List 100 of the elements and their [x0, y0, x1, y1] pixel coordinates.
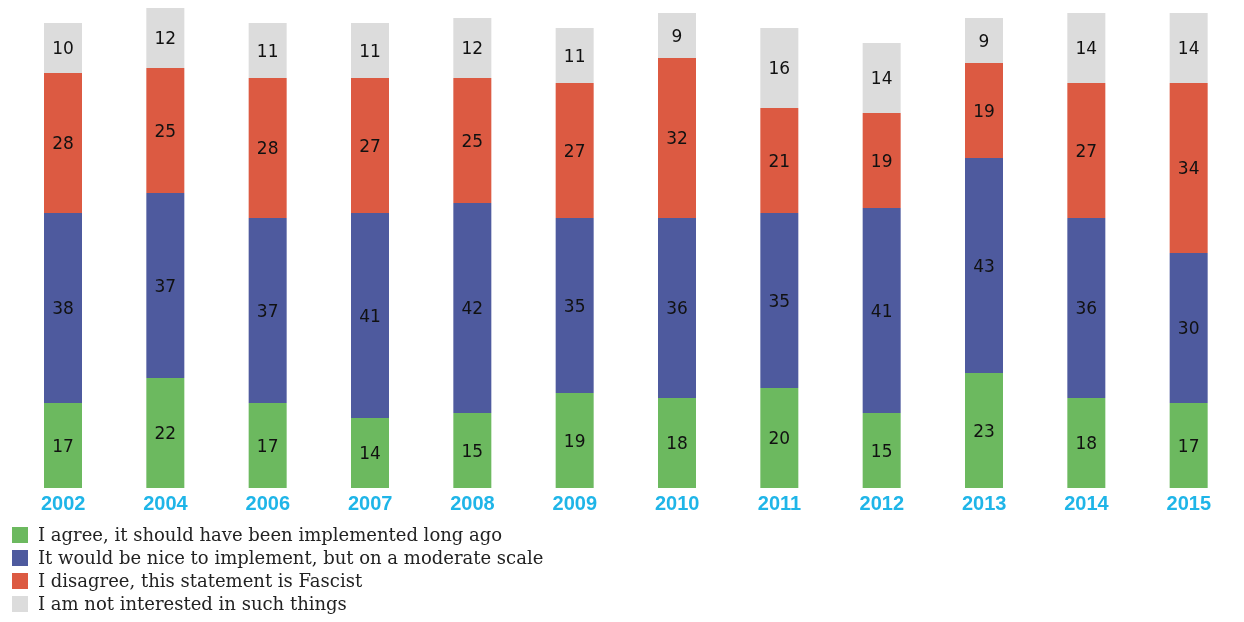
bar	[965, 63, 1003, 158]
bar	[146, 378, 185, 488]
data-label: 15	[870, 440, 893, 461]
bar	[862, 208, 901, 413]
bar	[351, 23, 389, 78]
bar	[760, 388, 799, 488]
data-label: 21	[768, 150, 791, 171]
data-label: 17	[52, 435, 74, 456]
bar	[1169, 403, 1208, 488]
legend-label: It would be nice to implement, but on a moderate scale	[38, 547, 544, 568]
data-label: 32	[666, 128, 688, 149]
data-label: 14	[1177, 38, 1200, 59]
bar	[760, 28, 799, 108]
data-label: 35	[563, 295, 586, 316]
bar	[248, 23, 287, 78]
bar	[146, 68, 185, 193]
bar	[351, 78, 389, 213]
data-label: 22	[154, 423, 177, 444]
bar	[760, 213, 799, 388]
bar	[44, 403, 82, 488]
bar	[760, 108, 799, 213]
data-label: 42	[461, 298, 484, 319]
x-tick-label: 2014	[1064, 492, 1110, 515]
bar	[1067, 83, 1106, 218]
x-tick-label: 2012	[859, 492, 905, 515]
data-label: 37	[154, 275, 177, 296]
data-label: 18	[666, 433, 688, 454]
bar	[453, 78, 492, 203]
data-label: 16	[768, 58, 791, 79]
x-tick-label: 2002	[40, 492, 86, 515]
bar	[1169, 13, 1208, 83]
x-tick-label: 2009	[552, 492, 598, 515]
data-label: 19	[563, 430, 586, 451]
bar	[351, 418, 389, 488]
data-label: 11	[563, 45, 586, 66]
bar	[248, 78, 287, 218]
data-label: 19	[973, 100, 995, 121]
data-label: 36	[1075, 298, 1098, 319]
data-label: 34	[1177, 158, 1200, 179]
bar	[862, 413, 901, 488]
bar	[1169, 253, 1208, 403]
data-label: 18	[1075, 433, 1098, 454]
x-tick-label: 2007	[347, 492, 393, 515]
bar	[248, 403, 287, 488]
bar	[965, 373, 1003, 488]
bar	[862, 43, 901, 113]
bar	[453, 203, 492, 413]
x-tick-label: 2011	[757, 492, 802, 515]
data-label: 17	[1177, 435, 1200, 456]
data-label: 27	[563, 140, 586, 161]
x-tick-label: 2004	[143, 492, 189, 515]
data-label: 28	[52, 133, 74, 154]
data-label: 30	[1177, 318, 1200, 339]
bar	[555, 218, 594, 393]
bar	[146, 193, 185, 378]
bar	[658, 218, 696, 398]
bar	[1067, 398, 1106, 488]
data-label: 10	[52, 38, 74, 59]
bar	[44, 73, 82, 213]
bar	[658, 13, 696, 58]
data-label: 41	[870, 300, 893, 321]
bar	[248, 218, 287, 403]
data-label: 41	[359, 305, 381, 326]
data-label: 11	[359, 40, 381, 61]
bar	[1169, 83, 1208, 253]
data-label: 17	[256, 435, 279, 456]
bar	[658, 398, 696, 488]
x-tick-label: 2008	[450, 492, 495, 515]
data-label: 14	[359, 443, 381, 464]
data-label: 14	[1075, 38, 1098, 59]
bar	[1067, 13, 1106, 83]
data-label: 25	[154, 120, 177, 141]
data-label: 27	[1075, 140, 1098, 161]
data-label: 20	[768, 428, 791, 449]
bar	[555, 28, 594, 83]
data-label: 9	[671, 25, 683, 46]
data-label: 11	[256, 40, 279, 61]
data-label: 28	[256, 138, 279, 159]
bar	[44, 23, 82, 73]
x-tick-label: 2006	[245, 492, 291, 515]
data-label: 37	[256, 300, 279, 321]
data-label: 27	[359, 135, 381, 156]
data-label: 12	[154, 28, 177, 49]
bar	[965, 158, 1003, 373]
legend-label: I am not interested in such things	[38, 593, 347, 614]
data-label: 14	[870, 68, 893, 89]
x-tick-label: 2015	[1166, 492, 1212, 515]
legend-label: I disagree, this statement is Fascist	[38, 570, 363, 591]
data-label: 25	[461, 130, 484, 151]
data-label: 36	[666, 298, 688, 319]
bar	[44, 213, 82, 403]
data-label: 35	[768, 290, 791, 311]
bar	[862, 113, 901, 208]
data-label: 43	[973, 255, 995, 276]
data-label: 15	[461, 440, 484, 461]
bar	[453, 413, 492, 488]
x-tick-label: 2010	[654, 492, 700, 515]
data-label: 12	[461, 38, 484, 59]
bar	[965, 18, 1003, 63]
bar	[555, 83, 594, 218]
